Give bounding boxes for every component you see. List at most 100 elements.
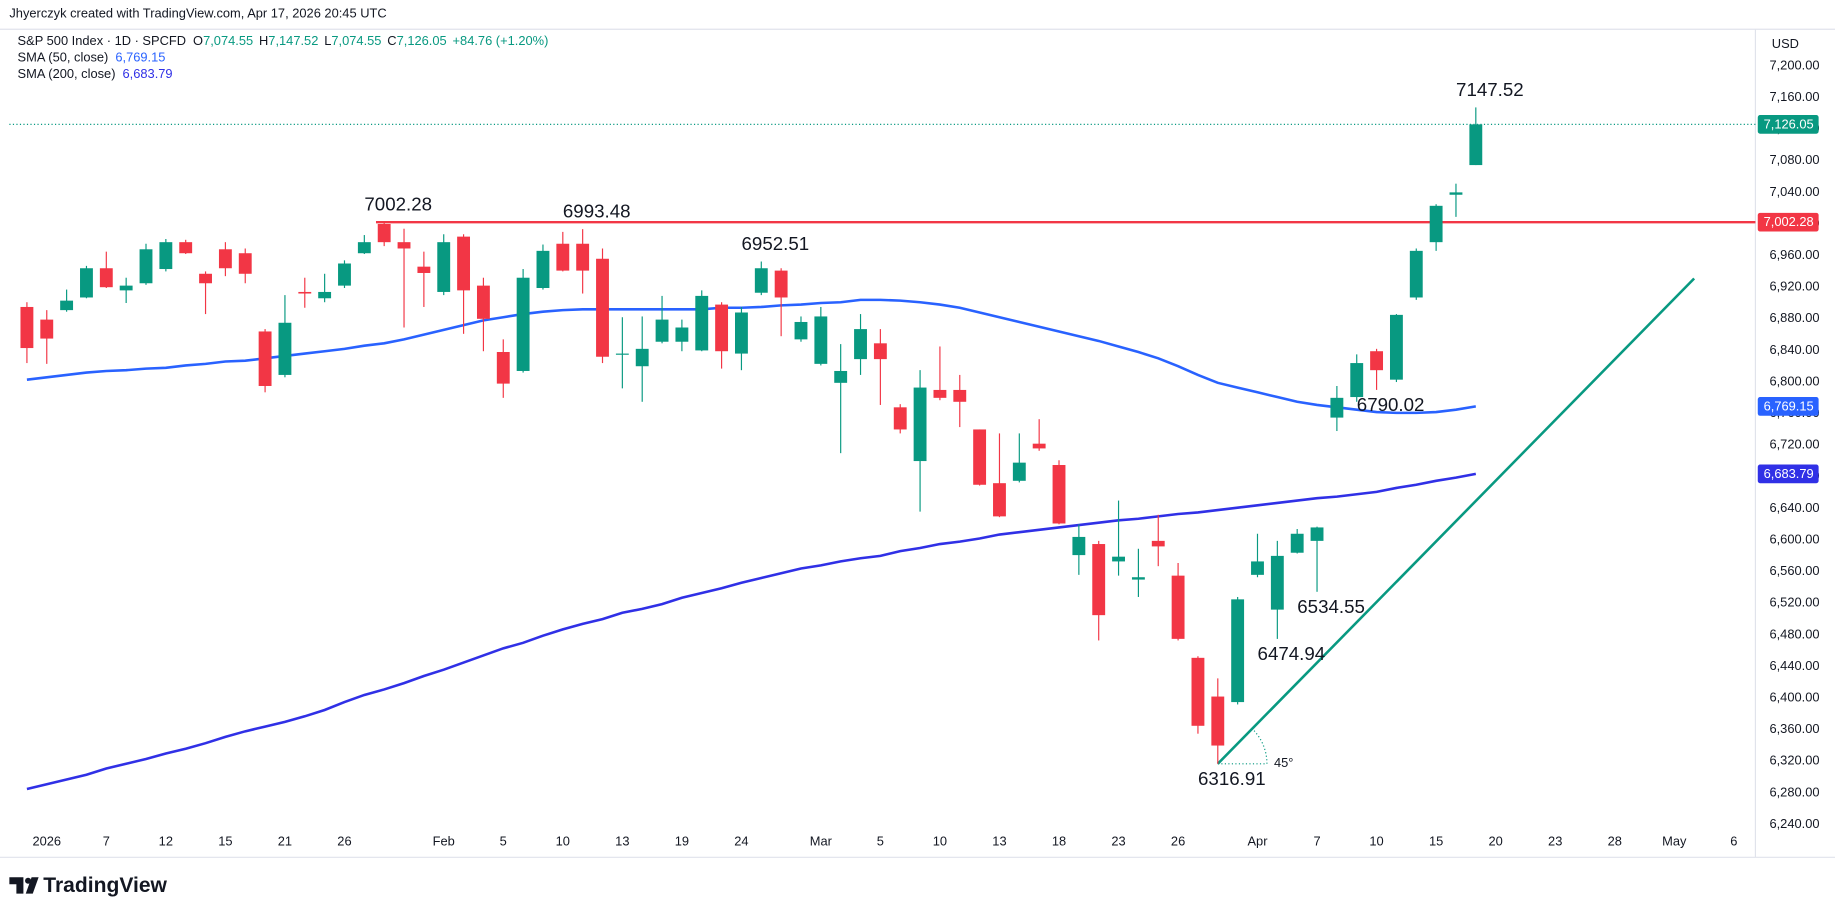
candle-body [953, 389, 967, 402]
legend-value: 7,074.55 [331, 34, 381, 49]
candle [1251, 533, 1264, 578]
candle [1290, 529, 1304, 554]
x-tick-label: 21 [278, 834, 292, 849]
candle [1151, 514, 1165, 567]
candle [1350, 354, 1364, 402]
logo-mark [9, 877, 24, 894]
candle [218, 242, 232, 277]
candle-body [933, 389, 947, 398]
legend-name: SMA (200, close) [18, 66, 116, 81]
y-tick-label: 7,200.00 [1769, 57, 1819, 72]
candle [139, 243, 153, 285]
candle-body [218, 249, 232, 269]
candle-body [179, 242, 193, 254]
angle-arc [1251, 728, 1268, 764]
x-tick-label: 2026 [32, 834, 61, 849]
candle-body [40, 319, 54, 339]
candle [576, 229, 590, 294]
price-label: 7002.28 [364, 194, 432, 215]
price-badge [1757, 115, 1819, 134]
candle [476, 277, 490, 352]
currency: USD [1772, 36, 1799, 51]
series-legend: SMA (50, close) 6,769.15 [18, 50, 166, 65]
candle [814, 306, 828, 366]
candle [1072, 524, 1086, 575]
candle-body [1211, 696, 1225, 746]
candle-body [397, 242, 411, 249]
y-tick-label: 6,560.00 [1769, 563, 1819, 578]
candle-body [417, 266, 431, 273]
candle [1270, 540, 1284, 639]
legend-change: +84.76 (+1.20%) [453, 34, 549, 49]
candle [417, 251, 431, 307]
candle [377, 222, 391, 247]
candle-body [278, 322, 292, 375]
candle [933, 346, 947, 401]
candle-body [1389, 314, 1403, 380]
candle-body [735, 312, 748, 354]
candle-body [695, 295, 709, 351]
x-tick-label: 13 [615, 834, 629, 849]
candle-body [357, 242, 371, 254]
y-tick-label: 6,240.00 [1769, 816, 1819, 831]
y-tick-label: 6,600.00 [1769, 531, 1819, 546]
legend-name: SMA (50, close) [18, 50, 109, 65]
candle [1469, 107, 1483, 166]
y-tick-label: 6,640.00 [1769, 500, 1819, 515]
candle-body [80, 268, 93, 298]
legend-value: 6,683.79 [123, 66, 173, 81]
candle [278, 295, 292, 378]
candle-body [1171, 575, 1185, 639]
candle-body [496, 352, 510, 384]
x-tick-label: 24 [734, 834, 748, 849]
x-tick-label: 18 [1052, 834, 1066, 849]
candle [20, 302, 34, 364]
y-tick-label: 6,520.00 [1769, 595, 1819, 610]
candle [1429, 204, 1443, 251]
x-tick-label: Mar [810, 834, 833, 849]
x-tick-label: 15 [218, 834, 232, 849]
candle [873, 329, 887, 405]
price-badge [1757, 212, 1819, 232]
candle-body [1012, 462, 1026, 481]
candle-body [516, 277, 530, 371]
candle [953, 374, 967, 428]
candle [1449, 183, 1463, 217]
candle [496, 339, 510, 398]
price-badge-label: 7,126.05 [1764, 116, 1814, 131]
x-tick-label: 23 [1111, 834, 1125, 849]
candle [199, 271, 212, 315]
legend-value: 6,769.15 [115, 50, 165, 65]
candle [40, 310, 54, 364]
candle-body [754, 268, 768, 293]
candle-body [238, 253, 252, 274]
candle-body [1429, 205, 1443, 243]
candle-body [119, 285, 133, 291]
x-tick-label: 5 [877, 834, 884, 849]
candle [675, 319, 689, 352]
candle [913, 370, 927, 512]
candle [258, 329, 272, 393]
candle [60, 289, 74, 312]
y-tick-label: 6,720.00 [1769, 437, 1819, 452]
candle-body [159, 242, 173, 270]
candle-body [536, 250, 550, 288]
candle [357, 235, 371, 255]
candle [1310, 526, 1324, 592]
candle-body [457, 236, 471, 291]
candle-body [1112, 556, 1125, 562]
candle [1092, 540, 1106, 641]
candle-body [20, 306, 34, 349]
candle [1052, 460, 1066, 525]
candle [655, 295, 669, 344]
candle [1112, 500, 1125, 576]
candle-body [556, 243, 570, 271]
candle-body [318, 291, 332, 299]
price-label: 6474.94 [1258, 643, 1326, 664]
price-label: 6316.91 [1198, 768, 1266, 789]
candle-body [1092, 544, 1106, 616]
y-tick-label: 7,080.00 [1769, 152, 1819, 167]
legend-key: L [324, 34, 331, 49]
x-tick-label: 7 [103, 834, 110, 849]
